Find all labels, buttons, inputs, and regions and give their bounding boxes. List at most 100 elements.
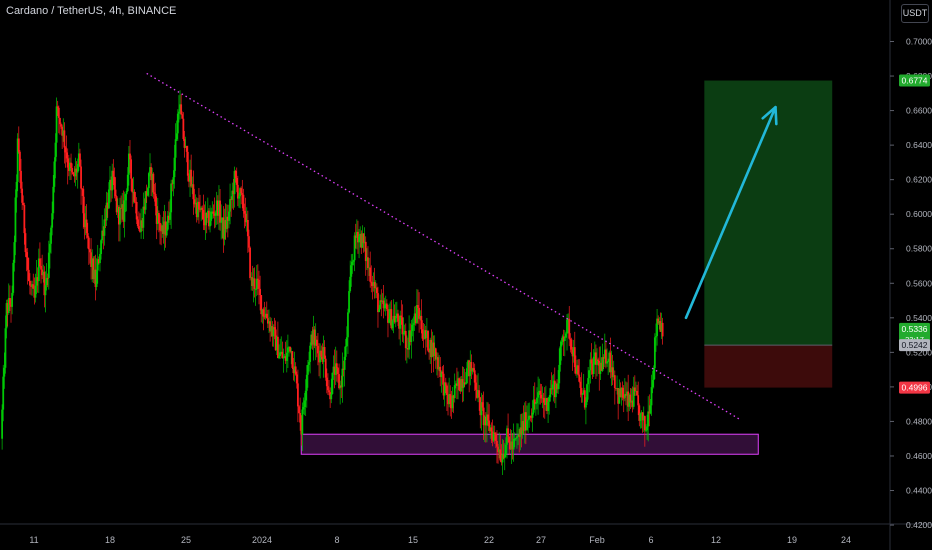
- candle-down: [317, 345, 319, 354]
- candle-up: [3, 367, 6, 377]
- candle-down: [500, 460, 503, 463]
- candle-down: [461, 379, 464, 388]
- candle-down: [407, 348, 409, 350]
- candle-up: [95, 270, 98, 287]
- support-zone[interactable]: [300, 433, 759, 455]
- loss-zone[interactable]: [704, 345, 833, 388]
- candle-down: [155, 206, 158, 224]
- candle-down: [10, 304, 12, 307]
- candle-up: [466, 368, 468, 384]
- candle-down: [87, 237, 90, 250]
- candle-down: [385, 303, 388, 310]
- candle-up: [231, 190, 234, 200]
- candle-down: [71, 168, 74, 173]
- trendline[interactable]: [146, 72, 741, 421]
- candle-up: [218, 200, 220, 216]
- candle-down: [113, 176, 116, 190]
- candle-up: [16, 138, 19, 182]
- candle-up: [586, 384, 588, 402]
- candle-down: [470, 362, 473, 372]
- candle-down: [568, 318, 571, 339]
- candle-up: [331, 372, 334, 394]
- candle-up: [391, 320, 394, 329]
- currency-button[interactable]: USDT: [901, 4, 929, 23]
- candle-down: [193, 199, 196, 205]
- stop-badge: [899, 381, 930, 394]
- candle-up: [480, 402, 483, 416]
- candle-down: [86, 233, 89, 238]
- candle-down: [442, 373, 445, 396]
- candle-up: [517, 435, 519, 437]
- candle-down: [90, 252, 92, 267]
- candle-down: [241, 193, 244, 195]
- candle-down: [487, 414, 489, 421]
- candle-up: [347, 312, 349, 338]
- candle-up: [647, 411, 650, 427]
- candle-up: [523, 412, 526, 431]
- candle-up: [50, 227, 52, 244]
- candle-up: [319, 350, 322, 363]
- candle-up: [93, 269, 96, 280]
- candle-up: [99, 254, 101, 264]
- candle-down: [502, 454, 505, 459]
- candle-up: [352, 260, 355, 262]
- candle-down: [333, 366, 336, 375]
- candle-up: [528, 415, 531, 420]
- candle-down: [617, 388, 620, 404]
- candle-up: [76, 163, 79, 173]
- candle-down: [260, 295, 263, 315]
- candle-down: [478, 390, 481, 398]
- candle-up: [268, 321, 270, 324]
- candle-down: [579, 381, 582, 388]
- candle-down: [201, 207, 204, 210]
- candle-down: [578, 374, 581, 382]
- candle-up: [42, 271, 45, 276]
- profit-zone[interactable]: [704, 80, 833, 346]
- candle-down: [39, 258, 41, 266]
- candle-down: [29, 280, 31, 286]
- candle-down: [643, 416, 646, 431]
- candle-up: [330, 393, 333, 400]
- candle-up: [285, 352, 288, 361]
- candle-up: [305, 374, 308, 391]
- candle-down: [437, 357, 439, 370]
- candle-down: [370, 281, 373, 283]
- candle-down: [150, 167, 153, 181]
- target-badge: [899, 74, 930, 87]
- candle-down: [230, 199, 233, 200]
- candle-up: [359, 233, 362, 237]
- candle-up: [5, 303, 8, 329]
- candle-up: [62, 130, 65, 136]
- candle-up: [156, 213, 159, 224]
- candle-up: [365, 257, 368, 262]
- candle-down: [430, 339, 433, 358]
- candle-down: [357, 231, 359, 243]
- candle-up: [233, 171, 236, 195]
- time-tick-label: 27: [536, 535, 546, 545]
- candle-up: [438, 366, 441, 370]
- candle-up: [640, 412, 643, 414]
- projection-arrow[interactable]: [684, 105, 777, 320]
- candle-down: [57, 107, 60, 118]
- candle-down: [159, 222, 161, 231]
- candle-down: [609, 352, 612, 373]
- candle-down: [114, 189, 117, 197]
- candle-up: [504, 444, 507, 454]
- candle-down: [94, 269, 97, 287]
- candle-down: [30, 285, 32, 287]
- candle-down: [479, 397, 482, 416]
- candle-down: [154, 193, 157, 207]
- candle-up: [34, 285, 37, 298]
- candle-up: [173, 157, 176, 178]
- candle-down: [192, 184, 195, 200]
- candle-down: [313, 329, 316, 346]
- candle-down: [318, 353, 320, 363]
- candle-up: [419, 315, 422, 319]
- candle-up: [516, 436, 518, 439]
- candle-down: [85, 219, 88, 234]
- candle-down: [256, 278, 259, 280]
- candle-up: [566, 319, 568, 334]
- price-tick-label: 0.5800: [906, 244, 932, 254]
- candle-up: [286, 347, 289, 353]
